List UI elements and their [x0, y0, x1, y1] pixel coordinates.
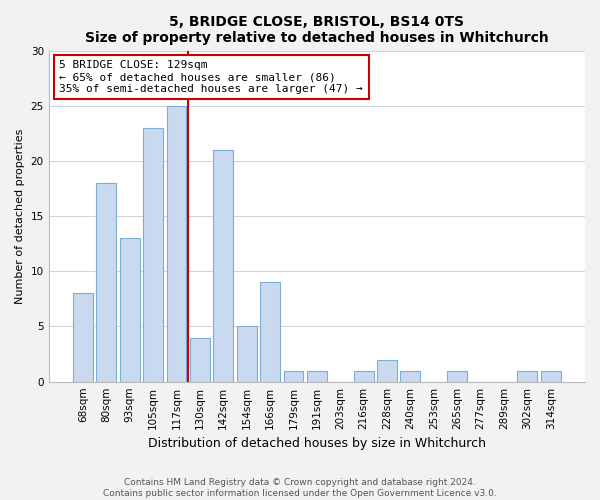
X-axis label: Distribution of detached houses by size in Whitchurch: Distribution of detached houses by size …	[148, 437, 486, 450]
Y-axis label: Number of detached properties: Number of detached properties	[15, 128, 25, 304]
Bar	[120, 238, 140, 382]
Bar	[400, 370, 421, 382]
Bar	[97, 183, 116, 382]
Title: 5, BRIDGE CLOSE, BRISTOL, BS14 0TS
Size of property relative to detached houses : 5, BRIDGE CLOSE, BRISTOL, BS14 0TS Size …	[85, 15, 549, 45]
Text: 5 BRIDGE CLOSE: 129sqm
← 65% of detached houses are smaller (86)
35% of semi-det: 5 BRIDGE CLOSE: 129sqm ← 65% of detached…	[59, 60, 363, 94]
Bar	[190, 338, 210, 382]
Bar	[307, 370, 327, 382]
Bar	[214, 150, 233, 382]
Bar	[447, 370, 467, 382]
Bar	[167, 106, 187, 382]
Bar	[541, 370, 560, 382]
Bar	[353, 370, 374, 382]
Bar	[237, 326, 257, 382]
Bar	[377, 360, 397, 382]
Bar	[73, 294, 93, 382]
Bar	[260, 282, 280, 382]
Bar	[284, 370, 304, 382]
Text: Contains HM Land Registry data © Crown copyright and database right 2024.
Contai: Contains HM Land Registry data © Crown c…	[103, 478, 497, 498]
Bar	[143, 128, 163, 382]
Bar	[517, 370, 537, 382]
